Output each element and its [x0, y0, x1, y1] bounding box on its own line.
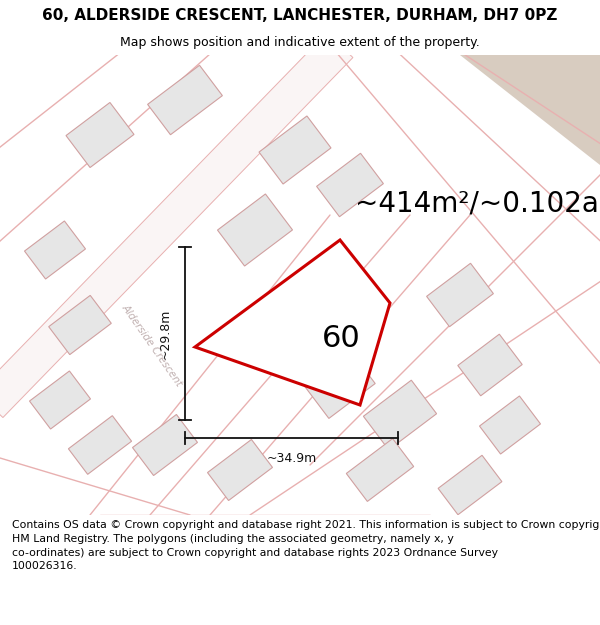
Polygon shape [305, 352, 375, 418]
Text: Alderside Crescent: Alderside Crescent [120, 302, 184, 388]
Polygon shape [364, 380, 437, 450]
Polygon shape [148, 65, 223, 135]
Text: Map shows position and indicative extent of the property.: Map shows position and indicative extent… [120, 36, 480, 49]
Polygon shape [133, 414, 197, 476]
Polygon shape [218, 194, 292, 266]
Polygon shape [29, 371, 91, 429]
Text: 60: 60 [322, 324, 361, 353]
Polygon shape [259, 116, 331, 184]
Polygon shape [427, 263, 493, 327]
Polygon shape [269, 271, 341, 339]
Polygon shape [458, 334, 522, 396]
Polygon shape [66, 102, 134, 168]
Polygon shape [346, 439, 413, 501]
Polygon shape [479, 396, 541, 454]
Polygon shape [208, 439, 272, 501]
Text: ~414m²/~0.102ac.: ~414m²/~0.102ac. [355, 189, 600, 217]
Polygon shape [25, 221, 85, 279]
Polygon shape [49, 296, 111, 354]
Polygon shape [0, 32, 353, 418]
Text: ~29.8m: ~29.8m [158, 308, 172, 359]
Polygon shape [68, 416, 131, 474]
Text: 60, ALDERSIDE CRESCENT, LANCHESTER, DURHAM, DH7 0PZ: 60, ALDERSIDE CRESCENT, LANCHESTER, DURH… [43, 8, 557, 23]
Polygon shape [438, 455, 502, 515]
Polygon shape [460, 55, 600, 165]
Text: ~34.9m: ~34.9m [266, 451, 317, 464]
Text: Contains OS data © Crown copyright and database right 2021. This information is : Contains OS data © Crown copyright and d… [12, 521, 600, 571]
Polygon shape [317, 153, 383, 217]
Polygon shape [195, 240, 390, 405]
